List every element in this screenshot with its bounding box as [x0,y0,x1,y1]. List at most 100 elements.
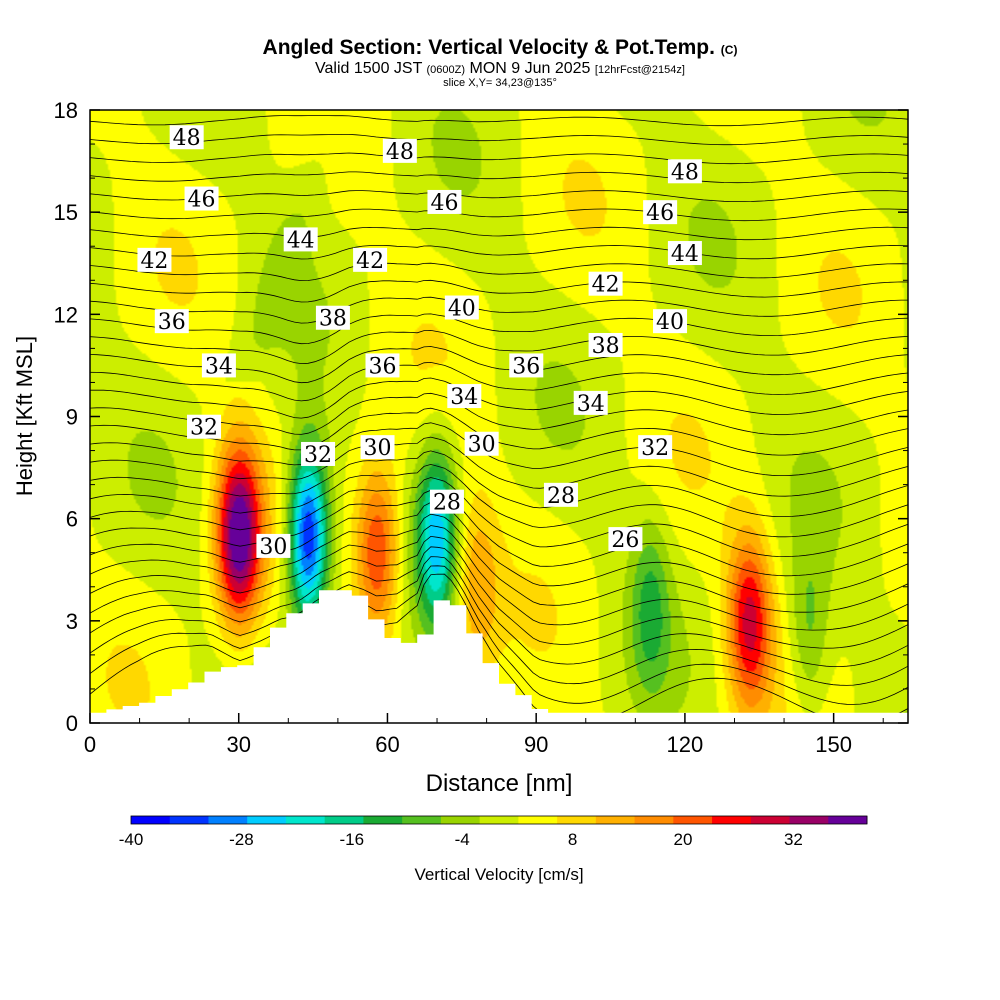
colorbar-tick-label: -40 [119,830,144,849]
contour-label: 40 [444,295,479,322]
vertical-velocity-field [90,110,908,723]
plot-area: 48 48 48 46 46 46 44 44 42 42 42 40 40 38 38 36 36 36 34 34… [90,110,908,723]
theta-contour-line [90,208,908,222]
slice-info: slice X,Y= 34,23@135° [443,77,557,89]
svg-text:42: 42 [140,249,168,274]
x-tick-label: 0 [84,732,96,757]
contour-label: 36 [509,353,544,379]
theta-contour-line [90,296,908,324]
contour-label: 36 [154,309,189,335]
subtitle-valid: Valid 1500 JST [315,60,423,77]
contour-label: 28 [543,482,578,509]
colorbar-swatch [595,816,636,824]
colorbar-tick-label: -28 [229,830,254,849]
y-tick-label: 9 [66,405,78,430]
svg-text:36: 36 [368,354,396,379]
colorbar-swatch [402,816,442,824]
contour-label: 34 [573,390,608,417]
svg-text:34: 34 [450,385,478,410]
theta-contour-line [90,556,908,686]
theta-contour-line [90,407,908,456]
x-tick-label: 120 [667,732,704,757]
contour-label: 46 [184,186,219,213]
y-tick-label: 6 [66,507,78,532]
colorbar-swatch [131,816,171,824]
colorbar-swatch [828,816,868,824]
chart-title: Angled Section: Vertical Velocity & Pot.… [0,36,1000,60]
svg-text:46: 46 [646,201,674,226]
contour-label: 44 [667,241,702,267]
contour-label: 48 [667,159,702,185]
theta-contour-line [90,377,908,419]
theta-contour-line [90,436,908,497]
colorbar-tick-label: 8 [568,830,577,849]
colorbar-tick-label: -4 [455,830,470,849]
title-suffix: (C) [720,43,738,57]
svg-text:44: 44 [671,242,699,267]
contour-label: 48 [169,125,204,151]
theta-contour-line [90,279,908,303]
theta-contour-line [90,565,908,705]
theta-contour-line [90,450,908,517]
contour-label: 38 [588,332,623,359]
contour-label: 40 [653,309,688,335]
y-tick-label: 18 [54,98,78,123]
contour-label: 34 [447,384,482,410]
contour-label: 48 [382,138,417,165]
svg-text:42: 42 [592,273,620,298]
contour-label: 30 [360,435,395,461]
theta-contour-line [90,152,908,165]
contour-label: 30 [464,431,499,458]
colorbar-swatch [557,816,597,824]
theta-contour-line [90,361,908,402]
svg-text:30: 30 [468,433,496,458]
theta-contour-line [90,501,908,595]
theta-contour-line [90,513,908,613]
x-tick-label: 150 [815,732,852,757]
theta-contour-line [90,546,908,667]
contour-label: 28 [429,489,464,516]
x-tick-label: 90 [524,732,548,757]
contour-label: 38 [315,305,350,332]
colorbar-swatch [789,816,829,824]
theta-contour-line [90,134,908,146]
y-axis-label: Height [Kft MSL] [12,336,37,496]
y-tick-label: 15 [54,200,78,225]
colorbar-tick-label: 20 [674,830,693,849]
colorbar-swatch [712,816,752,824]
svg-text:48: 48 [173,126,201,151]
contour-label: 26 [608,527,643,553]
theta-contour-line [90,477,908,558]
chart-subtitle: Valid 1500 JST (0600Z) MON 9 Jun 2025 [1… [0,60,1000,79]
title-text: Angled Section: Vertical Velocity & Pot.… [262,36,715,59]
colorbar-swatch [750,816,791,824]
colorbar-frame [130,815,868,825]
svg-text:44: 44 [287,228,315,253]
contour-label: 42 [353,247,388,274]
svg-text:26: 26 [611,528,639,553]
colorbar-swatch [673,816,713,824]
colorbar-swatch [285,816,326,824]
svg-text:30: 30 [364,436,392,461]
svg-text:46: 46 [188,188,216,213]
theta-contour-line [90,245,908,260]
svg-text:32: 32 [190,416,218,441]
svg-text:48: 48 [386,140,414,165]
contour-label: 32 [301,441,336,468]
svg-text:42: 42 [356,249,384,274]
colorbar-swatch [247,816,287,824]
terrain [90,590,908,723]
colorbar-swatch [479,816,519,824]
theta-contour-line [90,392,908,436]
colorbar-swatch [208,816,248,824]
subtitle-forecast: [12hrFcst@2154z] [594,64,685,76]
svg-text:34: 34 [577,392,605,417]
contour-label: 30 [256,533,291,560]
theta-contour-line [90,262,908,282]
theta-contour-line [90,535,908,649]
contour-label: 42 [588,271,623,298]
y-tick-label: 0 [66,711,78,736]
colorbar-swatch [518,816,558,824]
svg-text:40: 40 [656,310,684,335]
